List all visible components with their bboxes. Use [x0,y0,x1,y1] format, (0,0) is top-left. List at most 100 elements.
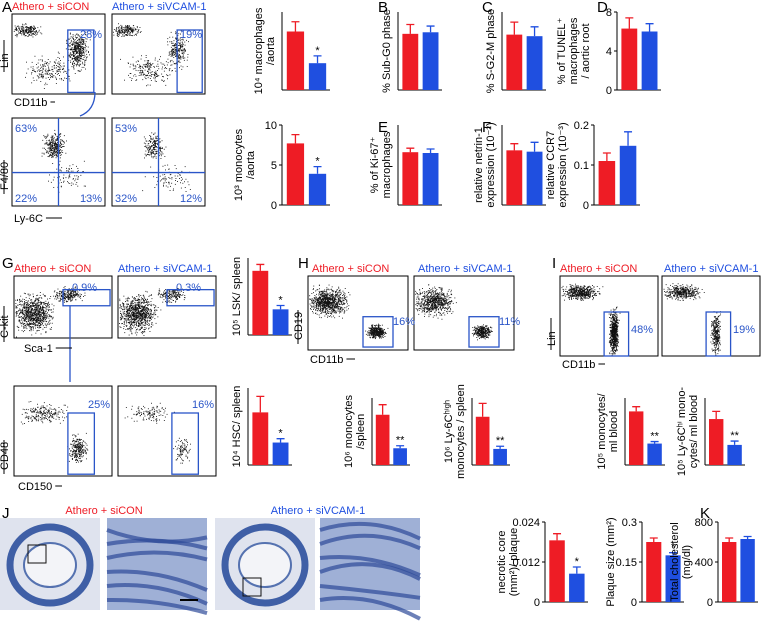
dot [19,304,20,305]
dot [38,316,40,317]
dot [49,416,50,418]
dot [30,306,32,307]
dot [36,321,38,322]
dot [46,62,47,64]
dot [36,318,37,320]
dot [150,136,152,138]
dot [66,410,68,411]
dot [150,304,152,306]
dot [124,319,126,321]
dot [115,31,117,32]
dot [175,290,177,291]
dot [177,295,179,297]
dot [133,311,135,313]
dot [44,136,45,138]
dot [142,312,144,313]
dot [150,303,152,305]
dot [75,294,77,296]
dot [121,28,122,29]
dot [149,313,151,315]
dot [167,78,168,80]
dot [38,305,39,307]
dot [40,26,42,28]
dot [54,147,56,148]
dot [137,314,139,316]
dot [140,74,142,76]
dot [46,414,48,416]
dot [128,26,130,27]
dot [119,31,121,33]
dot [31,73,32,75]
dot [47,64,49,66]
dot [181,56,183,58]
dot [79,452,81,454]
dot [76,453,78,455]
dot [118,26,120,28]
dot [26,313,27,315]
dot [143,300,145,302]
dot [172,289,174,291]
dot [83,455,84,457]
dot [143,413,145,415]
dot [124,31,126,33]
dot [134,299,136,301]
dot [77,57,79,59]
dot [127,310,129,311]
dot [163,182,165,184]
dot [131,302,133,304]
dot [22,317,24,319]
dot [31,419,33,421]
dot [83,445,85,447]
dot [41,310,42,311]
dot [48,301,49,303]
dot [89,54,90,56]
dot [77,60,79,62]
dot [127,319,129,321]
dot [28,324,30,326]
dot [84,64,86,66]
dot [133,308,135,310]
dot [38,300,40,301]
dot [20,312,22,314]
dot [124,79,125,81]
dot [77,52,78,54]
dot [133,28,135,30]
dot [55,295,57,297]
dot [120,31,122,33]
dot [140,331,142,333]
dot [129,326,131,328]
dot [165,296,166,298]
gate [166,288,215,307]
dot [66,167,67,169]
dot [71,288,73,290]
dot [126,314,128,316]
dot [28,318,30,320]
dot [34,407,36,409]
dot [174,54,176,56]
dot [145,67,147,68]
dot [33,26,35,27]
dot [80,48,82,49]
dot [23,317,25,319]
dot [48,155,50,157]
dot [130,27,132,29]
dot [86,453,87,455]
dot [61,79,63,81]
dot [40,81,42,82]
dot [85,33,86,35]
dot [141,69,143,71]
dot [133,317,135,319]
dot [121,32,123,33]
dot [24,409,26,411]
dot [169,190,171,191]
dot [138,302,139,304]
dot [31,317,33,319]
dot [163,409,165,410]
dot [42,313,43,314]
dot [53,138,55,140]
dot [140,323,142,325]
dot [62,68,63,70]
dot [72,288,74,289]
dot [180,44,182,46]
dot [154,311,156,313]
